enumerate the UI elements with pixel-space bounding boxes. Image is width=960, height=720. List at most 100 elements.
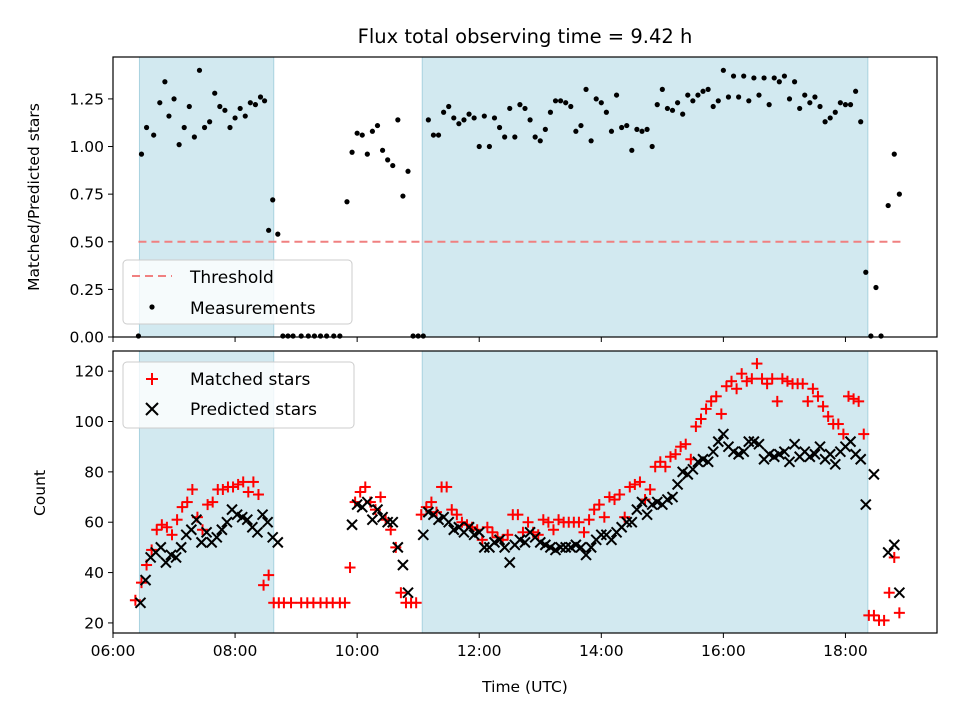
measurement-point — [186, 103, 192, 110]
measurement-point — [217, 103, 223, 110]
measurement-point — [674, 100, 681, 106]
predicted-stars-point — [463, 521, 475, 533]
measurement-point — [166, 113, 172, 119]
matched-stars-point — [547, 524, 559, 536]
matched-stars-point — [156, 519, 168, 531]
matched-stars-point — [456, 516, 468, 528]
measurement-point — [143, 124, 150, 131]
matched-stars-point — [837, 428, 849, 440]
matched-stars-point — [695, 413, 707, 425]
measurement-point — [425, 117, 431, 123]
matched-stars-point — [441, 481, 453, 493]
predicted-stars-point — [387, 516, 399, 528]
matched-stars-point — [853, 395, 865, 407]
matched-stars-point — [736, 368, 748, 380]
observing-window-span — [422, 57, 868, 337]
matched-stars-point — [690, 421, 702, 433]
matched-stars-point — [675, 441, 687, 453]
measurement-point — [162, 79, 168, 85]
measurement-point — [649, 143, 655, 150]
matched-stars-point — [369, 504, 381, 516]
matched-stars-point — [731, 383, 743, 395]
matched-stars-point — [878, 614, 890, 626]
top-panel-ylabel: Matched/Predicted stars — [25, 103, 43, 291]
measurement-point — [588, 138, 594, 144]
measurement-point — [725, 94, 732, 100]
measurement-point — [285, 333, 291, 339]
matched-stars-point — [710, 390, 722, 402]
measurement-point — [695, 92, 701, 98]
matched-stars-point — [766, 373, 778, 385]
matched-stars-point — [598, 511, 610, 523]
predicted-stars-point — [366, 513, 379, 526]
matched-stars-point — [659, 461, 671, 473]
y-tick-label: 120 — [74, 363, 104, 381]
x-tick-label: 12:00 — [457, 642, 502, 660]
predicted-stars-point — [814, 440, 826, 453]
measurement-point — [266, 227, 272, 233]
legend-predicted-label: Predicted stars — [190, 400, 317, 420]
legend-measurements-marker — [149, 304, 155, 310]
bottom-panel-xlabel: Time (UTC) — [481, 678, 568, 696]
legend-threshold-label: Threshold — [189, 268, 274, 288]
predicted-stars-point — [134, 597, 147, 609]
series-measurements — [135, 67, 902, 339]
measurement-point — [138, 151, 145, 157]
measurement-point — [270, 197, 276, 203]
measurement-point — [842, 102, 849, 108]
matched-stars-point — [258, 579, 270, 591]
predicted-stars-point — [417, 529, 429, 541]
matched-stars-point — [339, 597, 351, 609]
predicted-stars-point — [738, 446, 750, 458]
measurement-point — [771, 75, 777, 81]
matched-stars-point — [802, 395, 814, 407]
y-tick-label: 100 — [74, 413, 104, 431]
predicted-stars-point — [585, 541, 597, 554]
predicted-stars-point — [641, 508, 653, 521]
measurement-point — [680, 111, 686, 117]
x-tick-label: 18:00 — [823, 642, 868, 660]
matched-stars-point — [146, 544, 158, 556]
matched-stars-point — [781, 375, 793, 387]
predicted-stars-point — [473, 526, 485, 538]
measurement-point — [891, 151, 897, 157]
matched-stars-point — [715, 408, 727, 420]
measurement-point — [481, 113, 487, 119]
matched-stars-point — [812, 390, 824, 402]
measurement-point — [390, 162, 396, 169]
matched-stars-point — [644, 483, 656, 495]
matched-stars-point — [746, 373, 758, 385]
y-tick-label: 80 — [84, 463, 104, 481]
predicted-stars-point — [261, 516, 274, 528]
measurement-point — [451, 115, 457, 121]
measurement-point — [741, 73, 747, 79]
measurement-point — [624, 122, 630, 129]
predicted-stars-point — [256, 508, 269, 521]
predicted-stars-point — [346, 519, 358, 531]
predicted-stars-point — [882, 546, 894, 559]
measurement-point — [751, 75, 757, 81]
measurement-point — [441, 109, 447, 115]
measurement-point — [705, 86, 711, 92]
predicted-stars-point — [893, 587, 906, 599]
series-predicted-stars — [134, 428, 906, 609]
measurement-point — [359, 132, 365, 138]
measurement-point — [232, 115, 238, 121]
matched-stars-point — [797, 378, 809, 390]
measurement-point — [242, 113, 248, 119]
predicted-stars-point — [442, 516, 455, 528]
predicted-stars-point — [211, 531, 223, 544]
predicted-stars-point — [666, 491, 679, 503]
measurement-point — [176, 142, 182, 148]
y-tick-label: 1.00 — [69, 138, 104, 156]
predicted-stars-point — [139, 574, 152, 586]
measurement-point — [802, 92, 808, 98]
predicted-stars-point — [170, 551, 182, 564]
matched-stars-point — [227, 481, 239, 493]
measurement-point — [435, 132, 442, 138]
measurement-point — [331, 333, 337, 339]
y-tick-label: 60 — [84, 514, 104, 532]
predicted-stars-point — [397, 559, 409, 571]
measurement-point — [280, 333, 286, 339]
predicted-stars-point — [392, 541, 404, 554]
